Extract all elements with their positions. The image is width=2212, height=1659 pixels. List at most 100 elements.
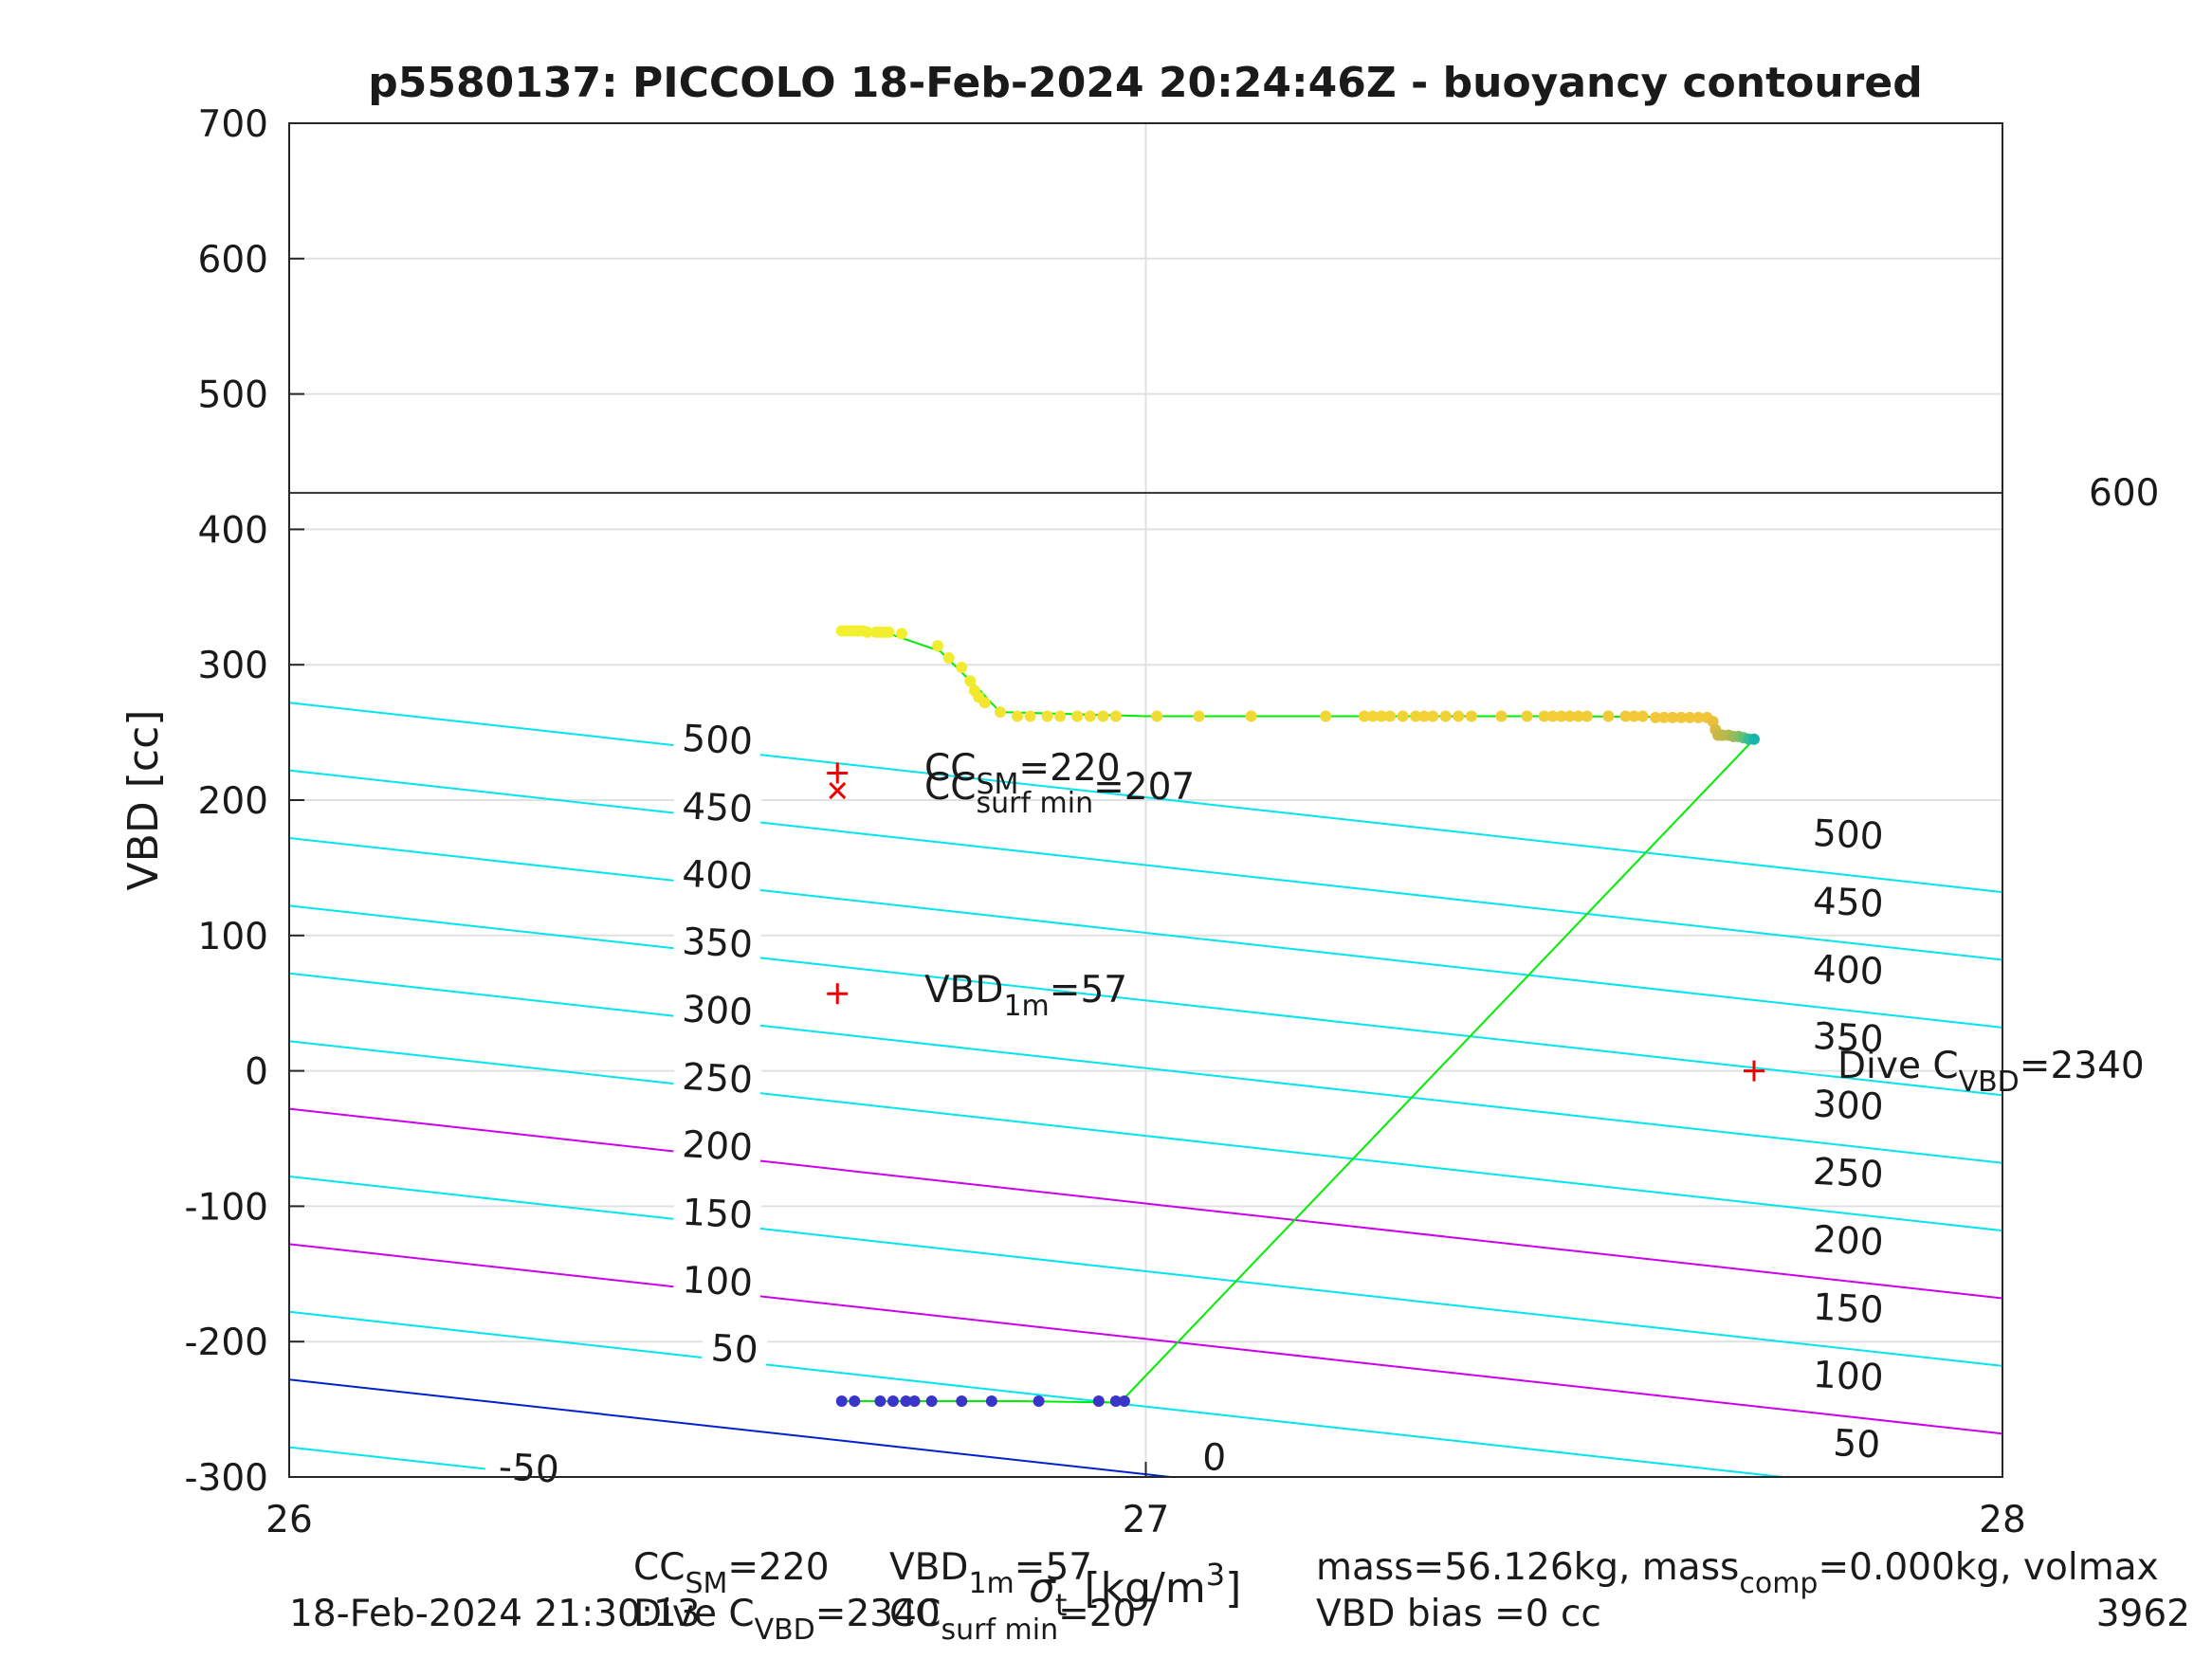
contour-line-150 bbox=[289, 1175, 2002, 1367]
data-point-lower bbox=[849, 1395, 861, 1408]
data-point-upper bbox=[1366, 710, 1379, 722]
y-tick-label: -300 bbox=[184, 1457, 268, 1500]
data-point-upper bbox=[1521, 710, 1533, 722]
contour-line-500 bbox=[289, 702, 2002, 894]
y-tick-label: 500 bbox=[198, 374, 268, 417]
data-point-upper bbox=[1555, 710, 1567, 722]
data-point-upper bbox=[1320, 710, 1332, 722]
data-point-upper bbox=[994, 706, 1006, 719]
data-point-lower bbox=[925, 1395, 938, 1408]
data-point-upper bbox=[1439, 710, 1452, 722]
plus-marker bbox=[827, 983, 849, 1005]
contour-label-right: 400 bbox=[1812, 948, 1885, 994]
contour-labels: -50 0 50 100 150 200 250 300 350 400 450 500 50 100 15… bbox=[484, 716, 1893, 1492]
contour-label-left-bg bbox=[672, 1054, 762, 1102]
data-points bbox=[835, 625, 1760, 1408]
y-tick-label: 600 bbox=[198, 239, 268, 282]
x-tick-label: 26 bbox=[265, 1499, 313, 1541]
data-point-upper bbox=[1054, 710, 1067, 722]
data-point-upper bbox=[956, 662, 968, 674]
data-point-lower bbox=[908, 1395, 921, 1408]
annotation-vbd-1m: VBD1m=57 bbox=[924, 969, 1127, 1023]
contour-label-right: 250 bbox=[1812, 1151, 1885, 1197]
data-point-upper bbox=[964, 675, 977, 687]
data-point-lower bbox=[874, 1395, 887, 1408]
data-point-upper bbox=[896, 628, 908, 640]
data-point-upper bbox=[1495, 710, 1508, 722]
contour-label-right: 200 bbox=[1812, 1218, 1885, 1265]
contour-label-right: 300 bbox=[1812, 1083, 1885, 1129]
contour-label-left: 150 bbox=[681, 1192, 754, 1238]
data-point-upper bbox=[942, 652, 955, 665]
data-point-upper bbox=[1692, 711, 1705, 723]
y-tick-label: 300 bbox=[198, 645, 268, 687]
y-tick-label: 100 bbox=[198, 916, 268, 958]
contour-label-left: 500 bbox=[681, 718, 754, 764]
data-point-upper bbox=[1675, 711, 1688, 723]
contour-line-300 bbox=[289, 972, 2002, 1164]
contour-line-450 bbox=[289, 769, 2002, 961]
contour-label-left-bg bbox=[672, 986, 762, 1033]
data-point-upper bbox=[1538, 710, 1550, 722]
data-point-lower bbox=[887, 1395, 899, 1408]
data-point-upper bbox=[1011, 710, 1023, 722]
data-point-upper bbox=[1193, 710, 1205, 722]
y-tick-label: -100 bbox=[184, 1186, 268, 1229]
contour-label-left: 250 bbox=[681, 1056, 754, 1103]
data-point-upper bbox=[1563, 710, 1576, 722]
contour-label-left-bg bbox=[672, 1257, 762, 1304]
contour-line-250 bbox=[289, 1040, 2002, 1232]
data-point-upper bbox=[883, 626, 895, 638]
footer-mass: mass=56.126kg, masscomp=0.000kg, volmax bbox=[1316, 1546, 2159, 1600]
contour-label-left: 400 bbox=[681, 853, 754, 900]
data-point-lower bbox=[1109, 1395, 1122, 1408]
data-point-upper bbox=[1747, 733, 1760, 745]
contour-label-right-bg bbox=[1803, 1216, 1893, 1264]
data-point-upper bbox=[1453, 710, 1465, 722]
footer-number: 3962 bbox=[2096, 1593, 2190, 1635]
data-point-upper bbox=[1465, 710, 1477, 722]
contour-label-left-bg bbox=[701, 1325, 768, 1372]
data-point-upper bbox=[1245, 710, 1257, 722]
footer-timestamp: 18-Feb-2024 21:30:13 bbox=[289, 1593, 701, 1635]
data-point-upper bbox=[1658, 711, 1671, 723]
cross-marker bbox=[829, 781, 847, 800]
contour-line-100 bbox=[289, 1243, 2002, 1435]
footer-vbd-1m: VBD1m=57 bbox=[889, 1546, 1092, 1600]
contour-label-right-bg bbox=[1823, 1420, 1891, 1467]
data-point-upper bbox=[1097, 710, 1109, 722]
contour-label-left-bg bbox=[1192, 1434, 1236, 1479]
contour-label-left: 100 bbox=[681, 1259, 754, 1305]
data-point-lower bbox=[1118, 1395, 1130, 1408]
data-point-upper bbox=[1109, 710, 1122, 722]
contour-label-right: 100 bbox=[1812, 1354, 1885, 1400]
contour-label-right: 150 bbox=[1812, 1286, 1885, 1333]
y-tick-label: 700 bbox=[198, 103, 268, 146]
data-point-upper bbox=[1667, 711, 1679, 723]
contour-label-left-bg bbox=[484, 1444, 575, 1491]
x-tick-label: 28 bbox=[1979, 1499, 2026, 1541]
contour-label-right-bg bbox=[1803, 1013, 1893, 1061]
annotation-cc-surf-min: CCsurf min=207 bbox=[924, 766, 1195, 820]
y-tick-label: -200 bbox=[184, 1322, 268, 1364]
data-point-lower bbox=[1033, 1395, 1045, 1408]
data-point-upper bbox=[1581, 710, 1593, 722]
data-point-upper bbox=[861, 626, 873, 638]
data-point-upper bbox=[1636, 710, 1649, 722]
contour-label-right: 350 bbox=[1812, 1015, 1885, 1062]
contour-line-50 bbox=[289, 1310, 1791, 1477]
data-point-upper bbox=[1151, 710, 1163, 722]
data-point-lower bbox=[1092, 1395, 1105, 1408]
reference-markers bbox=[827, 762, 1764, 1082]
marker-stroke bbox=[829, 781, 847, 800]
contour-label-left-bg bbox=[672, 716, 762, 763]
contour-label-right-bg bbox=[1803, 1352, 1893, 1399]
contour-label-right-bg bbox=[1803, 1081, 1893, 1128]
y-tick-label: 200 bbox=[198, 780, 268, 823]
data-point-upper bbox=[1602, 710, 1615, 722]
data-point-upper bbox=[1650, 711, 1662, 723]
contour-label-left: 300 bbox=[681, 988, 754, 1034]
contour-line-400 bbox=[289, 836, 2002, 1029]
